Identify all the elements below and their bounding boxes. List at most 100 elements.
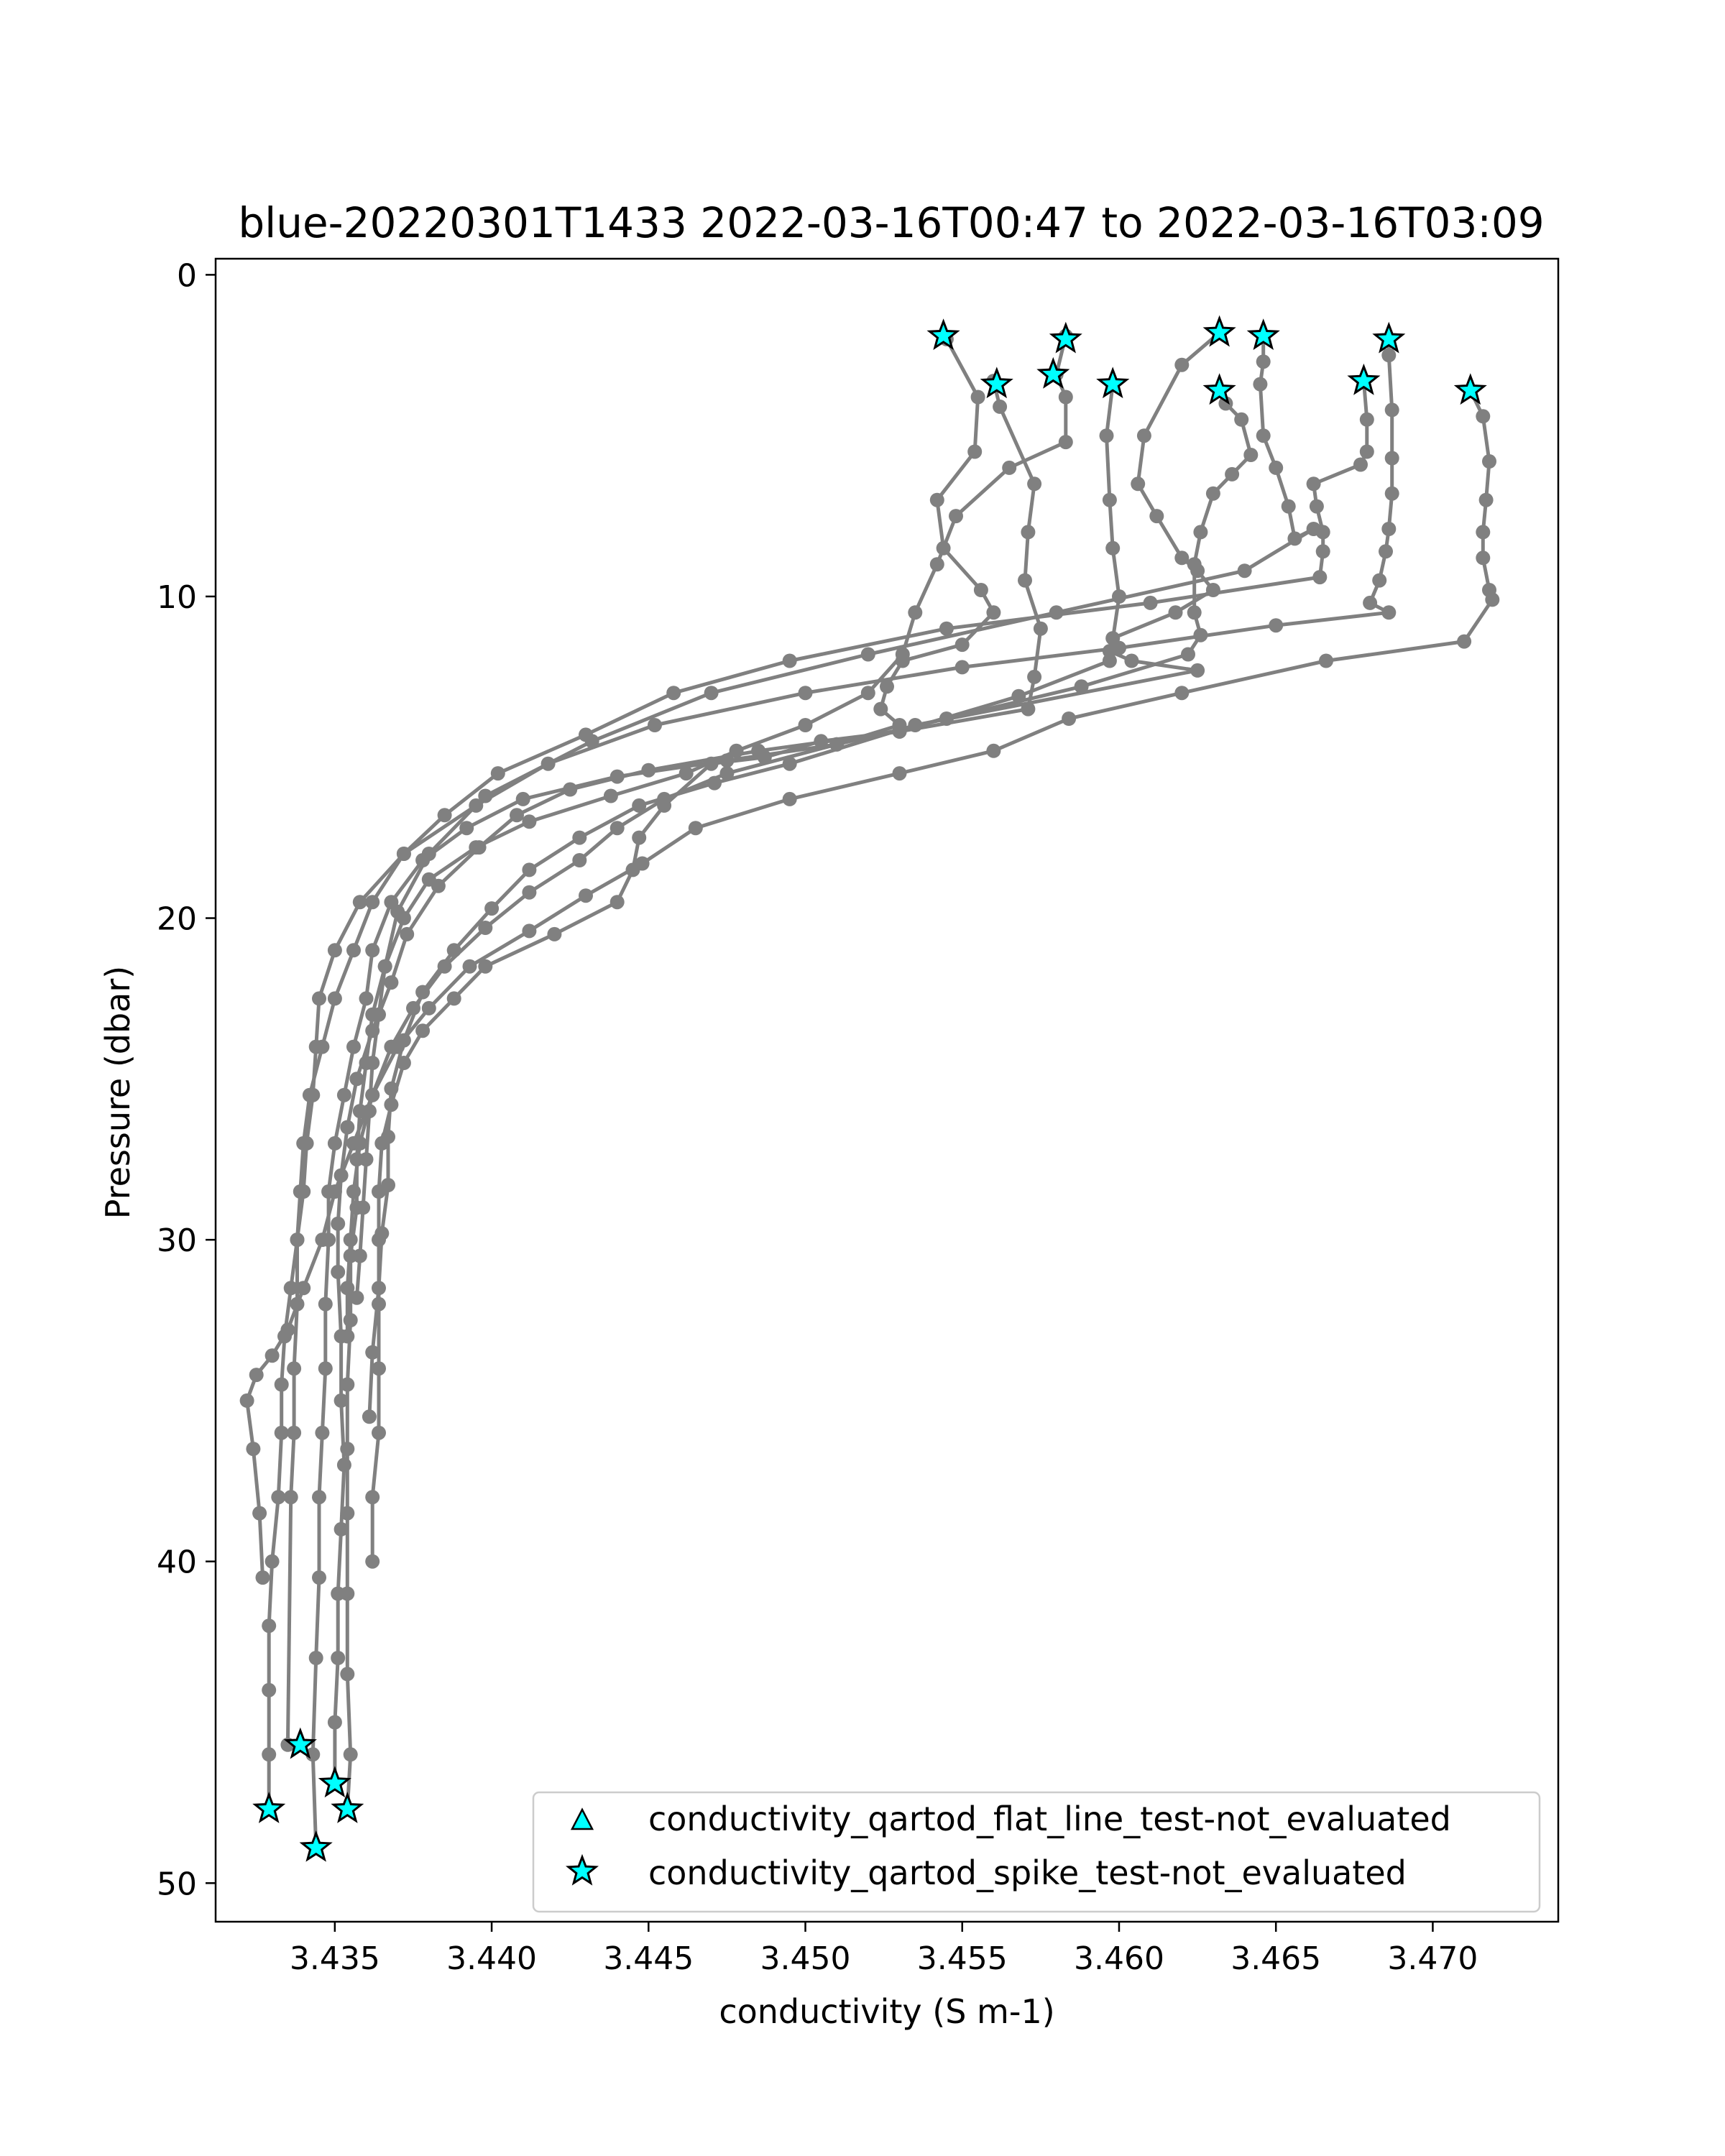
profile-point <box>572 830 587 845</box>
legend-label-spike: conductivity_qartod_spike_test-not_evalu… <box>648 1853 1407 1892</box>
profile-line-1 <box>310 338 995 1848</box>
profile-point <box>579 727 593 742</box>
profile-point <box>1287 531 1302 546</box>
profile-point <box>459 821 474 836</box>
star-icon <box>565 1853 599 1886</box>
profile-point <box>340 1120 355 1135</box>
profile-point <box>340 1377 355 1392</box>
profile-point <box>1384 451 1399 466</box>
profile-point <box>678 766 694 781</box>
profile-point <box>829 737 845 752</box>
spike-flag-star-marker <box>283 1727 317 1759</box>
y-tick-label: 10 <box>157 579 197 616</box>
profile-point <box>336 1457 351 1473</box>
profile-point <box>1243 448 1259 462</box>
spike-flag-star-marker <box>1202 315 1236 347</box>
profile-point <box>1281 499 1296 514</box>
profile-point <box>1359 444 1374 459</box>
profile-point <box>299 1135 314 1151</box>
profile-point <box>1315 544 1330 559</box>
profile-point <box>296 1184 311 1199</box>
profile-point <box>312 1490 326 1505</box>
spike-flag-star-marker <box>1202 373 1236 405</box>
profile-point <box>1174 686 1190 701</box>
profile-point <box>510 808 524 823</box>
profile-point <box>384 1081 399 1096</box>
profile-point <box>1218 396 1233 411</box>
profile-point <box>239 1393 254 1408</box>
profile-point <box>340 1281 355 1296</box>
profile-point <box>603 788 618 803</box>
profile-point <box>1112 640 1126 655</box>
profile-point <box>632 798 647 813</box>
profile-point <box>406 1000 420 1015</box>
profile-point <box>352 895 367 910</box>
profile-point <box>271 1490 286 1505</box>
profile-point <box>331 1264 346 1279</box>
profile-point <box>572 853 587 867</box>
profile-point <box>1027 669 1042 684</box>
profile-point <box>331 1651 346 1665</box>
profile-point <box>346 943 361 958</box>
profile-point <box>1174 550 1190 566</box>
profile-point <box>305 1087 321 1102</box>
y-tick-label: 50 <box>157 1866 197 1902</box>
profile-point <box>327 943 342 958</box>
profile-point <box>1384 402 1399 418</box>
profile-point <box>374 1226 390 1241</box>
x-tick-label: 3.455 <box>917 1940 1008 1977</box>
profile-point <box>287 1425 302 1440</box>
profile-point <box>1062 711 1077 726</box>
profile-point <box>362 1409 377 1424</box>
profile-point <box>396 847 411 861</box>
profile-point <box>704 756 719 771</box>
profile-point <box>384 975 399 990</box>
profile-point <box>264 1554 280 1569</box>
profile-point <box>1074 679 1089 694</box>
profile-point <box>1384 486 1399 501</box>
profile-point <box>365 1490 380 1505</box>
x-tick-label: 3.470 <box>1387 1940 1478 1977</box>
profile-point <box>954 637 970 653</box>
profile-point <box>1309 499 1324 514</box>
profile-point <box>372 1281 386 1296</box>
profile-point <box>1363 595 1378 610</box>
profile-point <box>478 959 493 974</box>
profile-point <box>522 885 537 900</box>
profile-point <box>308 1039 323 1054</box>
profile-point <box>1359 412 1374 427</box>
profile-point <box>334 1521 349 1537</box>
profile-point <box>657 791 672 806</box>
profile-line-10 <box>245 390 1494 1578</box>
profile-point <box>579 888 593 903</box>
legend-star-marker-icon <box>565 1853 599 1886</box>
profile-point <box>255 1570 270 1585</box>
profile-point <box>782 653 797 668</box>
profile-point <box>381 1178 395 1192</box>
profile-point <box>522 923 537 939</box>
profile-point <box>308 1651 323 1665</box>
x-tick-label: 3.465 <box>1230 1940 1321 1977</box>
profile-point <box>949 509 963 524</box>
profile-point <box>1319 653 1333 668</box>
profile-point <box>1269 460 1284 475</box>
profile-point <box>390 904 405 919</box>
profile-point <box>312 991 326 1006</box>
profile-point <box>372 1361 386 1376</box>
profile-line-5 <box>367 331 1221 1417</box>
chart-title: blue-20220301T1433 2022-03-16T00:47 to 2… <box>238 198 1544 247</box>
profile-point <box>1381 348 1397 363</box>
profile-point <box>365 943 380 958</box>
profile-point <box>318 1361 333 1376</box>
profile-point <box>264 1348 280 1363</box>
profile-point <box>315 1425 330 1440</box>
legend: conductivity_qartod_flat_line_test-not_e… <box>532 1791 1541 1913</box>
profile-point <box>895 647 910 662</box>
x-tick-label: 3.460 <box>1074 1940 1164 1977</box>
profile-point <box>340 1442 355 1457</box>
profile-point <box>365 895 380 910</box>
profile-point <box>352 1248 367 1263</box>
profile-point <box>860 647 875 662</box>
profile-point <box>540 756 556 771</box>
